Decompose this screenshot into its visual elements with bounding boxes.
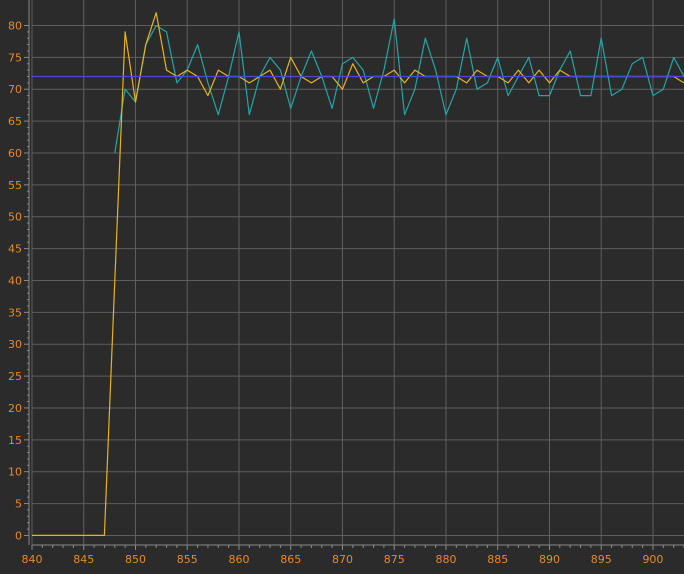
y-tick-label: 5 [15,498,22,511]
y-tick-label: 65 [8,115,22,128]
x-tick-label: 865 [280,553,301,566]
y-tick-label: 35 [8,306,22,319]
x-tick-label: 840 [22,553,43,566]
x-tick-label: 860 [228,553,249,566]
y-tick-label: 20 [8,402,22,415]
y-tick-label: 25 [8,370,22,383]
tick-label-layer: 0 5 10 15 20 25 30 35 40 45 50 55 60 65 70 75 80 840 845 85… [8,19,663,566]
x-tick-label: 855 [177,553,198,566]
y-tick-label: 45 [8,243,22,256]
x-tick-label: 875 [384,553,405,566]
y-tick-label: 70 [8,83,22,96]
y-tick-label: 80 [8,19,22,32]
x-tick-label: 880 [435,553,456,566]
x-tick-label: 870 [332,553,353,566]
x-tick-label: 845 [73,553,94,566]
x-tick-label: 850 [125,553,146,566]
y-tick-label: 10 [8,466,22,479]
axis-layer [24,0,684,550]
grid-layer [31,0,684,545]
y-tick-label: 40 [8,274,22,287]
x-tick-label: 900 [642,553,663,566]
y-tick-label: 0 [15,529,22,542]
y-tick-label: 75 [8,51,22,64]
y-tick-label: 30 [8,338,22,351]
y-tick-label: 50 [8,211,22,224]
y-tick-label: 55 [8,179,22,192]
series-layer [32,12,684,537]
series-line-1 [114,18,684,154]
x-tick-label: 885 [487,553,508,566]
x-tick-label: 895 [591,553,612,566]
x-tick-label: 890 [539,553,560,566]
y-tick-label: 15 [8,434,22,447]
y-tick-label: 60 [8,147,22,160]
